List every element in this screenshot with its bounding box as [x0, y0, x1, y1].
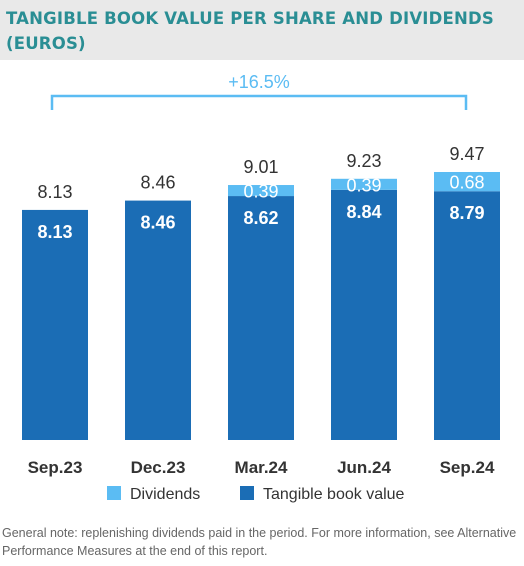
data-label-tangible: 8.84 — [346, 202, 381, 222]
data-label-total: 9.23 — [346, 151, 381, 171]
data-label-tangible: 8.79 — [449, 203, 484, 223]
legend-swatch-tangible — [240, 486, 254, 500]
data-label-dividends: 0.39 — [346, 175, 381, 195]
category-label: Dec.23 — [131, 458, 186, 477]
legend-label-tangible: Tangible book value — [263, 486, 405, 503]
data-labels: 8.13 8.13 8.46 8.46 0.39 8.62 9.01 0.39 8.84 9.23… — [37, 144, 484, 242]
general-note: General note: replenishing dividends pai… — [2, 526, 517, 558]
bar-tangible-Jun.24 — [331, 189, 397, 440]
bar-tangible-Mar.24 — [228, 196, 294, 440]
growth-bracket: +16.5% — [50, 72, 468, 110]
legend: Dividends Tangible book value — [107, 486, 405, 503]
bar-dividends-Sep.24 — [434, 172, 500, 192]
title-bar: TANGIBLE BOOK VALUE PER SHARE AND DIVIDE… — [0, 0, 524, 60]
data-label-dividends: 0.39 — [243, 182, 278, 202]
category-labels: Sep.23 Dec.23 Mar.24 Jun.24 Sep.24 — [28, 458, 495, 477]
bar-tangible-Sep.23 — [22, 209, 88, 440]
growth-annotation: +16.5% — [228, 72, 290, 92]
category-label: Sep.24 — [440, 458, 495, 477]
category-label: Mar.24 — [235, 458, 288, 477]
data-label-tangible: 8.46 — [140, 213, 175, 233]
data-label-tangible: 8.62 — [243, 208, 278, 228]
legend-label-dividends: Dividends — [130, 486, 200, 503]
data-label-total: 8.13 — [37, 182, 72, 202]
data-label-dividends: 0.68 — [449, 173, 484, 193]
bar-tangible-Dec.23 — [125, 200, 191, 440]
category-label: Jun.24 — [337, 458, 391, 477]
bar-dividends-Jun.24 — [331, 178, 397, 190]
data-label-total: 9.47 — [449, 144, 484, 164]
data-label-total: 8.46 — [140, 173, 175, 193]
chart-title: TANGIBLE BOOK VALUE PER SHARE AND DIVIDE… — [6, 9, 494, 53]
data-label-tangible: 8.13 — [37, 222, 72, 242]
data-label-total: 9.01 — [243, 157, 278, 177]
growth-bracket-line — [50, 94, 468, 110]
bar-tangible-Sep.24 — [434, 191, 500, 440]
category-label: Sep.23 — [28, 458, 83, 477]
stacked-bar-chart: +16.5% 8.138.138.468.46 0.398.629.010.398… — [22, 72, 500, 503]
bar-dividends-Mar.24 — [228, 185, 294, 197]
legend-swatch-dividends — [107, 486, 121, 500]
bars — [22, 172, 500, 440]
